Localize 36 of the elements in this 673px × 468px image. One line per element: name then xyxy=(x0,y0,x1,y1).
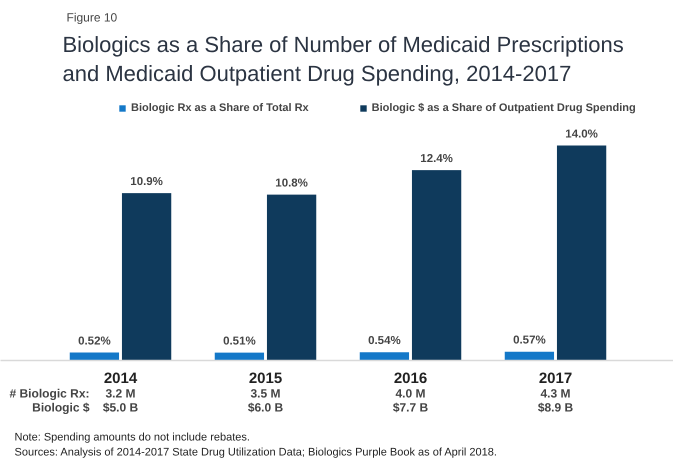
x-tick-label: 2017 xyxy=(538,370,572,387)
bar xyxy=(266,194,316,360)
x-tick-label: 2015 xyxy=(248,370,282,387)
text: 3.5 M xyxy=(250,386,281,400)
data-label: 10.9% xyxy=(130,176,163,188)
text: Note: Spending amounts do not include rebates. xyxy=(14,432,250,444)
text: 4.0 M xyxy=(395,386,426,400)
data-label: 0.51% xyxy=(223,336,256,348)
data-label: 0.54% xyxy=(368,335,401,348)
chart-title: Biologics as a Share of Number of Medicaid Prescriptions and Medicaid Outpatient Drug Spending, 2014-2017 xyxy=(62,32,624,86)
bar xyxy=(504,352,554,360)
bar xyxy=(556,146,606,360)
bar xyxy=(412,170,462,360)
text: $5.0 B xyxy=(102,400,139,414)
x-tick-label: 2014 xyxy=(104,370,138,387)
data-label: 0.52% xyxy=(78,336,111,348)
data-label: 14.0% xyxy=(565,128,598,140)
caption: Figure 10 xyxy=(66,10,118,24)
text: 3.2 M xyxy=(105,386,136,400)
data-label: 10.8% xyxy=(275,178,308,190)
text: $7.7 B xyxy=(392,400,429,414)
bar xyxy=(70,352,120,360)
legend-label: Biologic Rx as a Share of Total Rx xyxy=(131,102,309,114)
bar xyxy=(214,352,264,360)
bar xyxy=(360,352,410,360)
source-note: Sources: Analysis of 2014-2017 State Drug Utilization Data; Biologics Purple Book as of April 2018. xyxy=(14,446,497,458)
text: # Biologic Rx: xyxy=(9,386,90,400)
data-label: 0.57% xyxy=(513,334,546,347)
data-label: 12.4% xyxy=(420,153,453,166)
text: Biologic $ xyxy=(32,400,90,414)
text: $8.9 B xyxy=(538,400,574,414)
bar xyxy=(122,193,172,360)
text: $6.0 B xyxy=(248,400,284,414)
text: 4.3 M xyxy=(540,386,571,400)
x-tick-label: 2016 xyxy=(394,370,428,387)
legend-label: Biologic $ as a Share of Outpatient Drug Spending xyxy=(372,102,636,114)
